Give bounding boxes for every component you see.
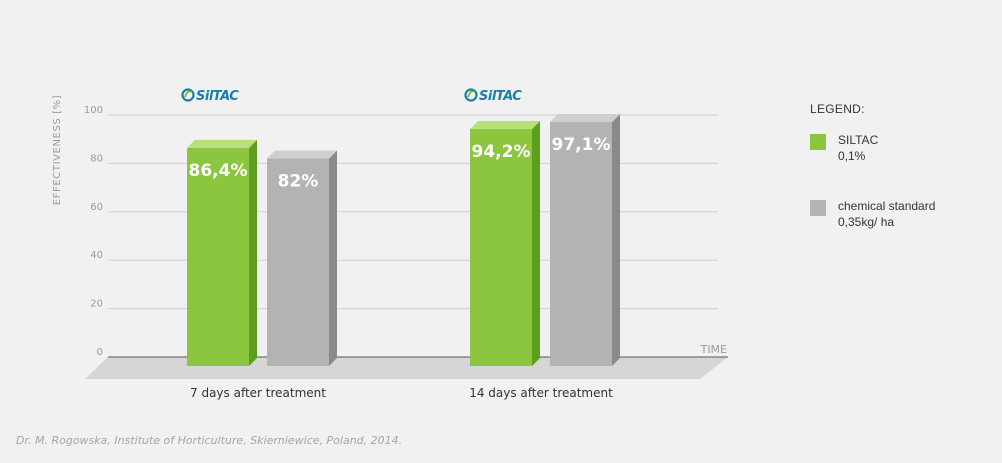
legend-label-line2: 0,35kg/ ha <box>838 215 895 229</box>
legend-title: LEGEND: <box>810 102 865 116</box>
legend-label-chemical-standard: chemical standard 0,35kg/ ha <box>838 198 935 230</box>
x-axis-title: TIME <box>700 343 727 356</box>
legend-label-line2: 0,1% <box>838 149 866 163</box>
bar <box>267 150 337 366</box>
y-tick-label: 60 <box>90 202 103 213</box>
legend-label-siltac: SILTAC 0,1% <box>838 132 878 164</box>
bar-side <box>612 114 620 366</box>
legend-label-line1: chemical standard <box>838 199 936 213</box>
bar <box>470 121 540 366</box>
bars <box>187 114 620 366</box>
y-tick-label: 40 <box>90 250 103 261</box>
y-tick-labels: 0 20 40 60 80 100 <box>84 105 103 358</box>
logo-leaf-icon <box>184 90 193 98</box>
legend-item-chemical-standard: chemical standard 0,35kg/ ha <box>810 198 990 230</box>
chart-floor-top <box>85 357 728 379</box>
y-tick-label: 0 <box>97 347 103 358</box>
source-note: Dr. M. Rogowska, Institute of Horticultu… <box>16 434 403 447</box>
bar-side <box>329 150 337 366</box>
y-tick-label: 20 <box>90 299 103 310</box>
legend-swatch-chemical-standard <box>810 200 826 216</box>
legend-item-siltac: SILTAC 0,1% <box>810 132 990 164</box>
bar-front <box>470 129 532 366</box>
bar-value-label: 97,1% <box>552 135 611 155</box>
bar <box>550 114 620 366</box>
bar-top <box>470 121 540 130</box>
logos: SilTAC SilTAC <box>181 88 523 104</box>
value-labels: 86,4% 82% 94,2% 97,1% <box>189 135 611 192</box>
bar-top <box>550 114 620 123</box>
logo-mark-icon <box>464 88 478 102</box>
logo-wordmark: SilTAC <box>479 89 522 104</box>
bar-front <box>267 158 329 366</box>
category-labels: 7 days after treatment 14 days after trea… <box>190 386 613 400</box>
y-axis-title: EFFECTIVENESS [%] <box>52 95 63 206</box>
bar-front <box>550 122 612 366</box>
logo-mark-icon <box>181 88 195 102</box>
chart-floor <box>85 356 728 379</box>
siltac-logo: SilTAC <box>181 88 240 104</box>
legend-swatch-siltac <box>810 134 826 150</box>
bar <box>187 139 257 366</box>
legend: LEGEND: SILTAC 0,1% chemical standard 0,… <box>810 102 990 264</box>
bar-side <box>532 121 540 366</box>
bar-front <box>187 147 249 366</box>
category-label: 7 days after treatment <box>190 386 326 400</box>
y-tick-label: 80 <box>90 153 103 164</box>
legend-label-line1: SILTAC <box>838 133 879 147</box>
bar-value-label: 94,2% <box>472 142 531 162</box>
y-tick-label: 100 <box>84 105 103 116</box>
bar-side <box>249 139 257 366</box>
bar-top <box>267 150 337 159</box>
logo-wordmark: SilTAC <box>196 89 239 104</box>
siltac-logo: SilTAC <box>464 88 523 104</box>
bar-top <box>187 139 257 148</box>
category-label: 14 days after treatment <box>469 386 613 400</box>
bar-value-label: 82% <box>278 172 319 192</box>
bar-value-label: 86,4% <box>189 161 248 181</box>
logo-leaf-icon <box>467 90 476 98</box>
